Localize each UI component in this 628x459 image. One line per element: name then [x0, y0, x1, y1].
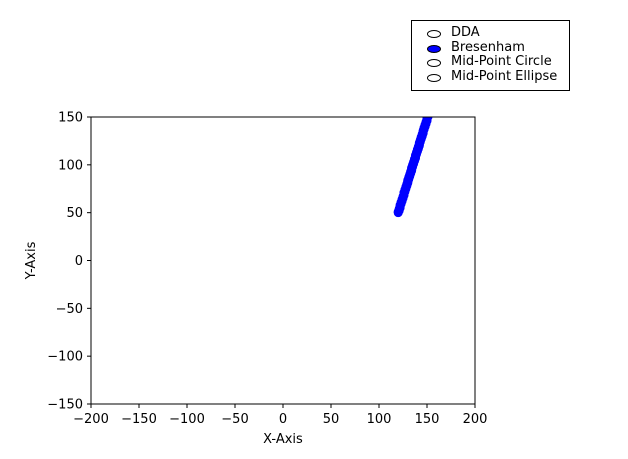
algorithm-radio-group: DDA Bresenham Mid-Point Circle Mid-Point… — [411, 20, 570, 91]
y-axis-label: Y-Axis — [24, 241, 39, 280]
radio-option-dda[interactable]: DDA — [412, 25, 569, 41]
radio-button-icon[interactable] — [427, 74, 441, 82]
radio-option-midpoint-ellipse[interactable]: Mid-Point Ellipse — [412, 69, 569, 85]
radio-button-icon[interactable] — [427, 45, 441, 53]
radio-option-bresenham[interactable]: Bresenham — [412, 40, 569, 56]
radio-option-label: Bresenham — [451, 40, 525, 55]
radio-option-midpoint-circle[interactable]: Mid-Point Circle — [412, 54, 569, 70]
radio-option-label: DDA — [451, 25, 480, 40]
radio-option-label: Mid-Point Ellipse — [451, 69, 558, 84]
x-tick-label: 0 — [279, 412, 287, 427]
radio-button-icon[interactable] — [427, 30, 441, 38]
x-axis-label: X-Axis — [263, 432, 303, 447]
y-tick-label: 100 — [58, 158, 83, 173]
x-tick-label: 200 — [463, 412, 488, 427]
y-tick-label: −100 — [47, 350, 83, 365]
plotted-points — [393, 117, 433, 218]
x-tick-label: −200 — [73, 412, 109, 427]
x-tick-label: 150 — [415, 412, 440, 427]
radio-button-icon[interactable] — [427, 59, 441, 67]
x-tick-label: −150 — [121, 412, 157, 427]
x-tick-label: 100 — [367, 412, 392, 427]
y-tick-label: 50 — [66, 206, 83, 221]
y-tick-label: 0 — [75, 254, 83, 269]
y-tick-label: −150 — [47, 398, 83, 413]
x-tick-label: −100 — [169, 412, 205, 427]
x-axis-ticks: −200 −150 −100 −50 0 50 100 150 200 — [73, 404, 487, 427]
y-axis-ticks: 150 100 50 0 −50 −100 −150 — [47, 111, 91, 413]
x-tick-label: 50 — [323, 412, 340, 427]
y-tick-label: 150 — [58, 111, 83, 126]
data-point — [426, 117, 432, 118]
x-tick-label: −50 — [221, 412, 248, 427]
radio-option-label: Mid-Point Circle — [451, 54, 552, 69]
y-tick-label: −50 — [56, 302, 83, 317]
